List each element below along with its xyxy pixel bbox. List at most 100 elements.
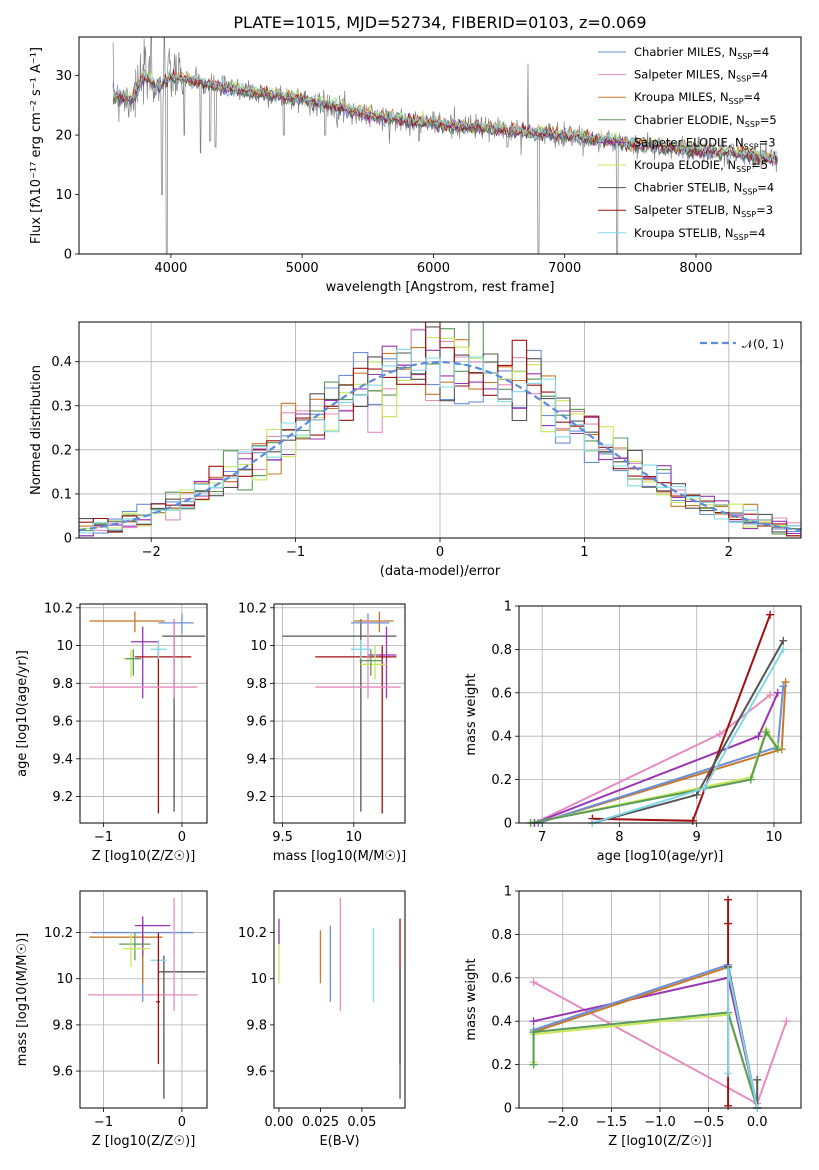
legend-subscript: SSP xyxy=(736,75,751,84)
series-marker-kroupa_stelib xyxy=(724,965,733,974)
y-tick-label: 0.6 xyxy=(491,971,512,986)
y-tick-label: 0.8 xyxy=(491,643,512,658)
y-tick-label: 9.2 xyxy=(246,790,267,805)
series-marker-chabrier_elodie xyxy=(529,1060,538,1069)
x-tick-label: 0.00 xyxy=(264,1115,293,1130)
axes-frame xyxy=(273,603,406,824)
series-marker-salpeter_miles xyxy=(715,730,724,739)
y-tick-label: 9.6 xyxy=(246,715,267,730)
series-marker-salpeter_miles xyxy=(766,690,775,699)
y-tick-label: 9.6 xyxy=(52,1065,73,1080)
legend-label: Chabrier STELIB, NSSP=4 xyxy=(634,181,774,197)
x-tick-label: 9 xyxy=(693,830,701,845)
legend-label: Kroupa MILES, NSSP=4 xyxy=(634,90,760,106)
series-marker-salpeter_elodie xyxy=(754,732,763,741)
x-tick-label: 4000 xyxy=(154,261,187,276)
series-marker-kroupa_stelib xyxy=(779,645,788,654)
legend-text: =5 xyxy=(760,113,777,127)
x-tick-label: −0.5 xyxy=(693,1115,725,1130)
x-axis-label: Z [log10(Z/Z☉)] xyxy=(92,1134,196,1149)
series-marker-chabrier_stelib xyxy=(779,636,788,645)
model-fit-line-salpeter_stelib xyxy=(112,68,778,166)
normal-curve-line xyxy=(79,360,801,532)
axes-frame xyxy=(518,605,802,824)
legend-subscript: SSP xyxy=(729,97,744,106)
x-tick-label: −2.0 xyxy=(547,1115,579,1130)
model-fit-line-salpeter_elodie xyxy=(112,71,778,166)
y-axis-label: Normed distribution xyxy=(29,365,44,495)
x-tick-label: −2 xyxy=(142,545,161,560)
x-tick-label: 9.5 xyxy=(272,830,293,845)
series-marker-salpeter_stelib xyxy=(724,919,733,928)
legend-text: Kroupa ELODIE, N xyxy=(634,158,736,172)
y-tick-label: 0.6 xyxy=(491,686,512,701)
series-marker-salpeter_stelib xyxy=(724,1101,733,1110)
x-axis-label: E(B-V) xyxy=(319,1134,359,1149)
x-axis-label: mass [log10(M/M☉)] xyxy=(273,849,406,864)
x-tick-label: 10 xyxy=(345,830,362,845)
legend-text: =3 xyxy=(756,203,773,217)
histogram-kroupa_stelib xyxy=(79,348,801,534)
series-marker-salpeter_miles xyxy=(529,978,538,987)
series-marker-salpeter_stelib xyxy=(724,895,733,904)
x-tick-label: 0.05 xyxy=(347,1115,376,1130)
y-tick-label: 1 xyxy=(504,600,512,615)
legend-text: =5 xyxy=(751,158,768,172)
y-tick-label: 0 xyxy=(64,248,72,263)
legend-text: Kroupa MILES, N xyxy=(634,90,729,104)
errorbar-point-chabrier_stelib xyxy=(158,955,206,1099)
legend-text: =4 xyxy=(757,181,774,195)
y-tick-label: 0.2 xyxy=(491,773,512,788)
series-marker-salpeter_stelib xyxy=(688,816,697,825)
series-marker-kroupa_stelib xyxy=(724,1069,733,1078)
x-axis-label: Z [log10(Z/Z☉)] xyxy=(92,849,196,864)
spectrum-title: PLATE=1015, MJD=52734, FIBERID=0103, z=0… xyxy=(233,13,646,32)
axes-residuals: −2 −1 0 1 2 0 0.1 0.2 0.3 0.4 (data-model)/error No… xyxy=(29,321,802,579)
errorbar-point-salpeter_miles xyxy=(89,619,198,699)
x-tick-label: 8000 xyxy=(679,261,712,276)
axes-frame xyxy=(78,36,802,255)
series-line-chabrier_stelib xyxy=(592,640,785,823)
y-tick-label: 10 xyxy=(56,639,73,654)
x-axis-label: (data-model)/error xyxy=(380,564,501,579)
series-line-kroupa_miles xyxy=(533,965,759,1108)
x-tick-label: 0 xyxy=(178,830,186,845)
y-tick-label: 10.2 xyxy=(238,601,267,616)
y-axis-label: Flux [fλ10⁻¹⁷ erg cm⁻² s⁻¹ A⁻¹] xyxy=(29,47,44,244)
errorbar-point-kroupa_miles xyxy=(353,611,394,633)
x-tick-label: 0 xyxy=(178,1115,186,1130)
x-tick-label: −1 xyxy=(94,1115,113,1130)
y-tick-label: 0 xyxy=(504,817,512,832)
y-tick-label: 0.4 xyxy=(491,1015,512,1030)
errorbar-point-salpeter_stelib xyxy=(315,645,397,814)
errorbar-point-kroupa_elodie xyxy=(360,645,387,680)
y-tick-label: 10.2 xyxy=(44,601,73,616)
y-tick-label: 20 xyxy=(55,129,72,144)
legend-text: =3 xyxy=(759,135,776,149)
legend-subscript: SSP xyxy=(742,188,757,197)
axes-mass_vs_ebv: 0.00 0.025 0.05 9.6 9.8 10 10.2 E(B-V) xyxy=(238,890,406,1149)
series-marker-kroupa_miles xyxy=(781,677,790,686)
errorbar-point-salpeter_stelib xyxy=(134,645,192,814)
series-marker-salpeter_miles xyxy=(782,1017,791,1026)
axes-age_vs_z: −1 0 9.2 9.4 9.6 9.8 10 10.2 Z [log10(Z/Z☉)] age … xyxy=(15,601,208,864)
errorbar-point-salpeter_stelib xyxy=(156,932,160,1065)
series-line-chabrier_elodie xyxy=(530,729,779,823)
errorbar-point-chabrier_elodie xyxy=(119,932,151,961)
legend-subscript: SSP xyxy=(741,210,756,219)
y-tick-label: 9.2 xyxy=(52,790,73,805)
errorbar-point-salpeter_miles xyxy=(87,897,198,1012)
y-tick-label: 10 xyxy=(56,972,73,987)
y-tick-label: 0.1 xyxy=(51,487,72,502)
y-tick-label: 10.2 xyxy=(44,926,73,941)
errorbar-point-salpeter_elodie xyxy=(134,916,171,956)
x-tick-label: 10 xyxy=(766,830,783,845)
x-tick-label: −1 xyxy=(94,830,113,845)
series-marker-salpeter_elodie xyxy=(529,1017,538,1026)
y-tick-label: 1 xyxy=(504,885,512,900)
x-axis-label: Z [log10(Z/Z☉)] xyxy=(608,1134,712,1149)
legend-label-normal: 𝒩(0, 1) xyxy=(742,337,784,351)
legend-text: Salpeter MILES, N xyxy=(634,68,736,82)
legend-label: Chabrier MILES, NSSP=4 xyxy=(634,45,769,61)
